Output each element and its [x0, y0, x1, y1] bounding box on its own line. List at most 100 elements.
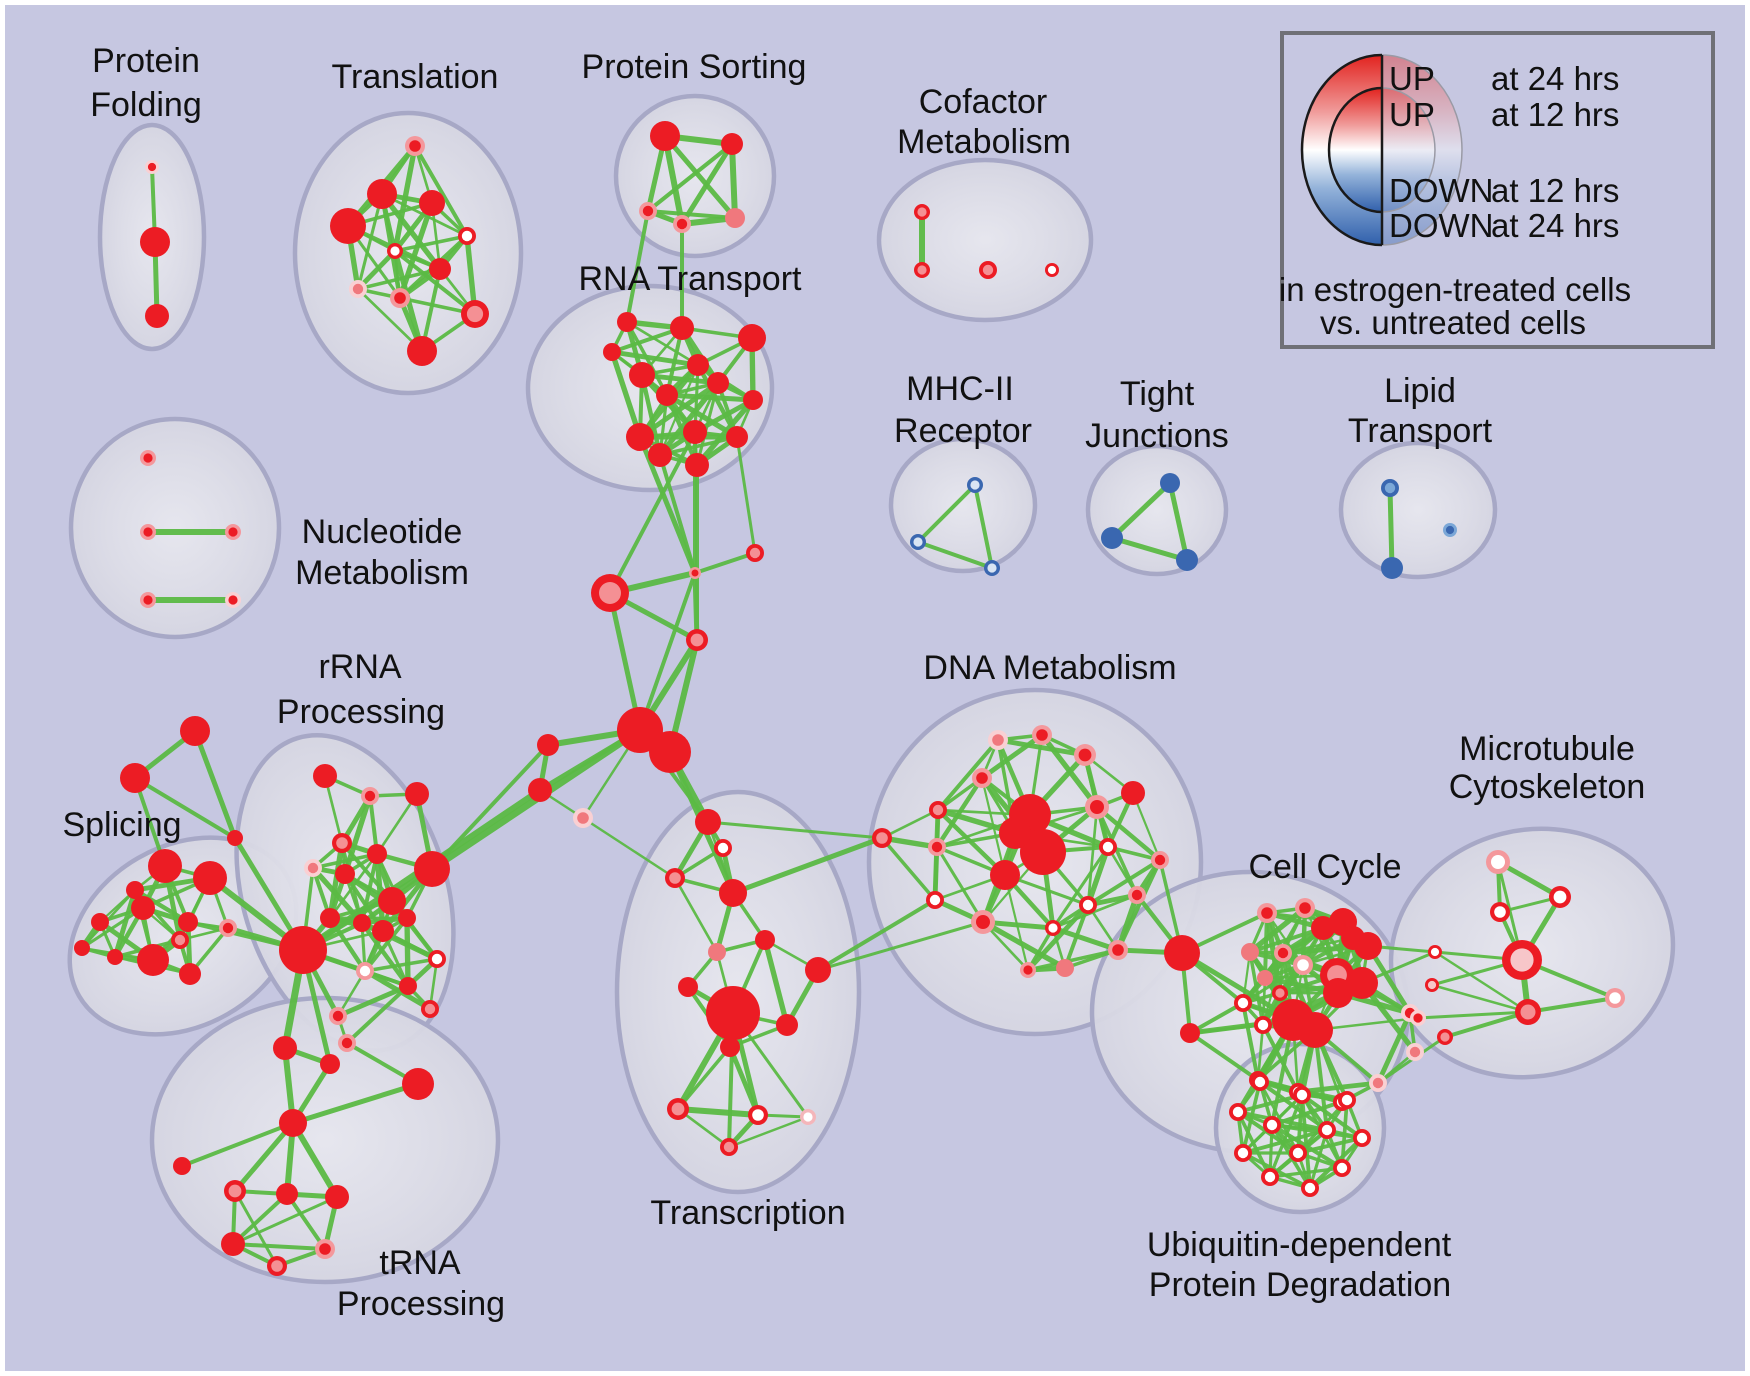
node-cm-3 — [1047, 265, 1057, 275]
edge — [625, 320, 700, 367]
edge — [1375, 1010, 1413, 1086]
edge — [1247, 905, 1308, 955]
node-tl-9 — [466, 305, 484, 323]
edge — [880, 836, 937, 902]
module-label-tj-line1: Junctions — [1085, 417, 1229, 455]
edge — [973, 483, 994, 570]
edge — [706, 820, 884, 840]
node-mc-5 — [1427, 980, 1437, 990]
edge — [916, 540, 994, 570]
node-lt-0 — [1384, 482, 1396, 494]
node-nm-0 — [143, 453, 153, 463]
node-cm-2 — [982, 264, 994, 276]
edge — [393, 234, 469, 253]
module-ellipse-lt — [1338, 440, 1498, 580]
edge — [625, 320, 669, 397]
node-cc-13 — [1275, 988, 1285, 998]
edge — [231, 1192, 289, 1246]
node-tl-4 — [461, 230, 473, 242]
edge — [727, 1115, 810, 1149]
legend-dir-3: DOWN — [1389, 207, 1493, 244]
node-tc-13 — [803, 1112, 813, 1122]
node-cc-5 — [1354, 932, 1382, 960]
edge — [363, 957, 439, 973]
node-ch-7 — [528, 778, 552, 802]
edge — [676, 1045, 732, 1111]
node-ps-2 — [642, 205, 654, 217]
node-rt-3 — [629, 362, 655, 388]
legend-note-line1: vs. untreated cells — [1320, 304, 1586, 341]
node-cc-1 — [1299, 902, 1311, 914]
legend-glyph-inner-left — [1329, 88, 1382, 212]
node-cc-11 — [1346, 967, 1378, 999]
node-pf-2 — [145, 304, 169, 328]
node-rt-0 — [670, 316, 694, 340]
node-tn-8 — [325, 1185, 349, 1209]
node-tl-7 — [352, 283, 364, 295]
node-cc-0 — [1261, 907, 1273, 919]
node-tn-2 — [320, 1054, 340, 1074]
node-nm-2 — [228, 527, 238, 537]
edge — [1433, 950, 1530, 1014]
edge — [1430, 983, 1530, 1014]
module-label-rt-line0: RNA Transport — [579, 260, 803, 298]
node-ch-2 — [599, 582, 621, 604]
edge — [980, 919, 1068, 971]
edge — [1268, 1093, 1304, 1179]
edge — [132, 887, 191, 925]
edge — [607, 590, 643, 733]
legend-dir-1: UP — [1389, 96, 1435, 133]
node-dm-15 — [1131, 889, 1143, 901]
edge — [735, 435, 757, 555]
node-dm-23 — [876, 832, 888, 844]
node-rt-1 — [738, 324, 766, 352]
edge — [729, 141, 738, 221]
legend-glyph-inner-right — [1382, 88, 1435, 212]
node-ch-5 — [649, 731, 691, 773]
node-pf-1 — [140, 227, 170, 257]
node-rt-5 — [707, 372, 729, 394]
node-rr-8 — [320, 908, 340, 928]
node-rt-9 — [726, 426, 748, 448]
edge — [1167, 480, 1190, 563]
label-layer: Protein Folding Translation Protein Sorting… — [62, 42, 1645, 1323]
node-mc-2 — [1494, 906, 1506, 918]
node-rr-13 — [279, 926, 327, 974]
module-label-tl-line0: Translation — [332, 58, 499, 96]
node-cc-6 — [1241, 943, 1259, 961]
node-rr-11 — [398, 909, 416, 927]
node-ub-6 — [1356, 1132, 1368, 1144]
edge — [311, 852, 379, 870]
edge — [327, 915, 368, 974]
node-tri-1 — [120, 763, 150, 793]
legend-note-line0: in estrogen-treated cells — [1279, 271, 1631, 308]
node-tn-7 — [276, 1183, 298, 1205]
module-ellipse-cm — [876, 157, 1094, 323]
edge — [581, 816, 677, 880]
node-dm-14 — [929, 894, 941, 906]
node-tc-9 — [776, 1014, 798, 1036]
module-label-mc-line1: Cytoskeleton — [1449, 768, 1646, 806]
node-mc-9 — [1440, 1032, 1450, 1042]
node-tc-4 — [755, 930, 775, 950]
node-mc-3 — [1430, 947, 1440, 957]
module-label-tn-line0: tRNA — [379, 1244, 461, 1282]
node-ub-3 — [1232, 1106, 1244, 1118]
node-rt-2 — [687, 354, 709, 376]
module-label-lt-line0: Lipid — [1384, 372, 1456, 410]
node-cc-21 — [1372, 1077, 1384, 1089]
node-ch-1 — [749, 547, 761, 559]
edge — [356, 192, 384, 291]
legend-dir-2: DOWN — [1389, 172, 1493, 209]
edge — [1296, 1136, 1364, 1155]
edge — [1026, 926, 1055, 972]
edge — [335, 983, 411, 1019]
node-rt-12 — [603, 343, 621, 361]
node-sp-7 — [222, 922, 234, 934]
edge — [1248, 926, 1325, 954]
node-dm-22 — [1164, 935, 1200, 971]
node-rr-15 — [359, 965, 371, 977]
module-label-ub-line0: Ubiquitin-dependent — [1147, 1226, 1452, 1264]
